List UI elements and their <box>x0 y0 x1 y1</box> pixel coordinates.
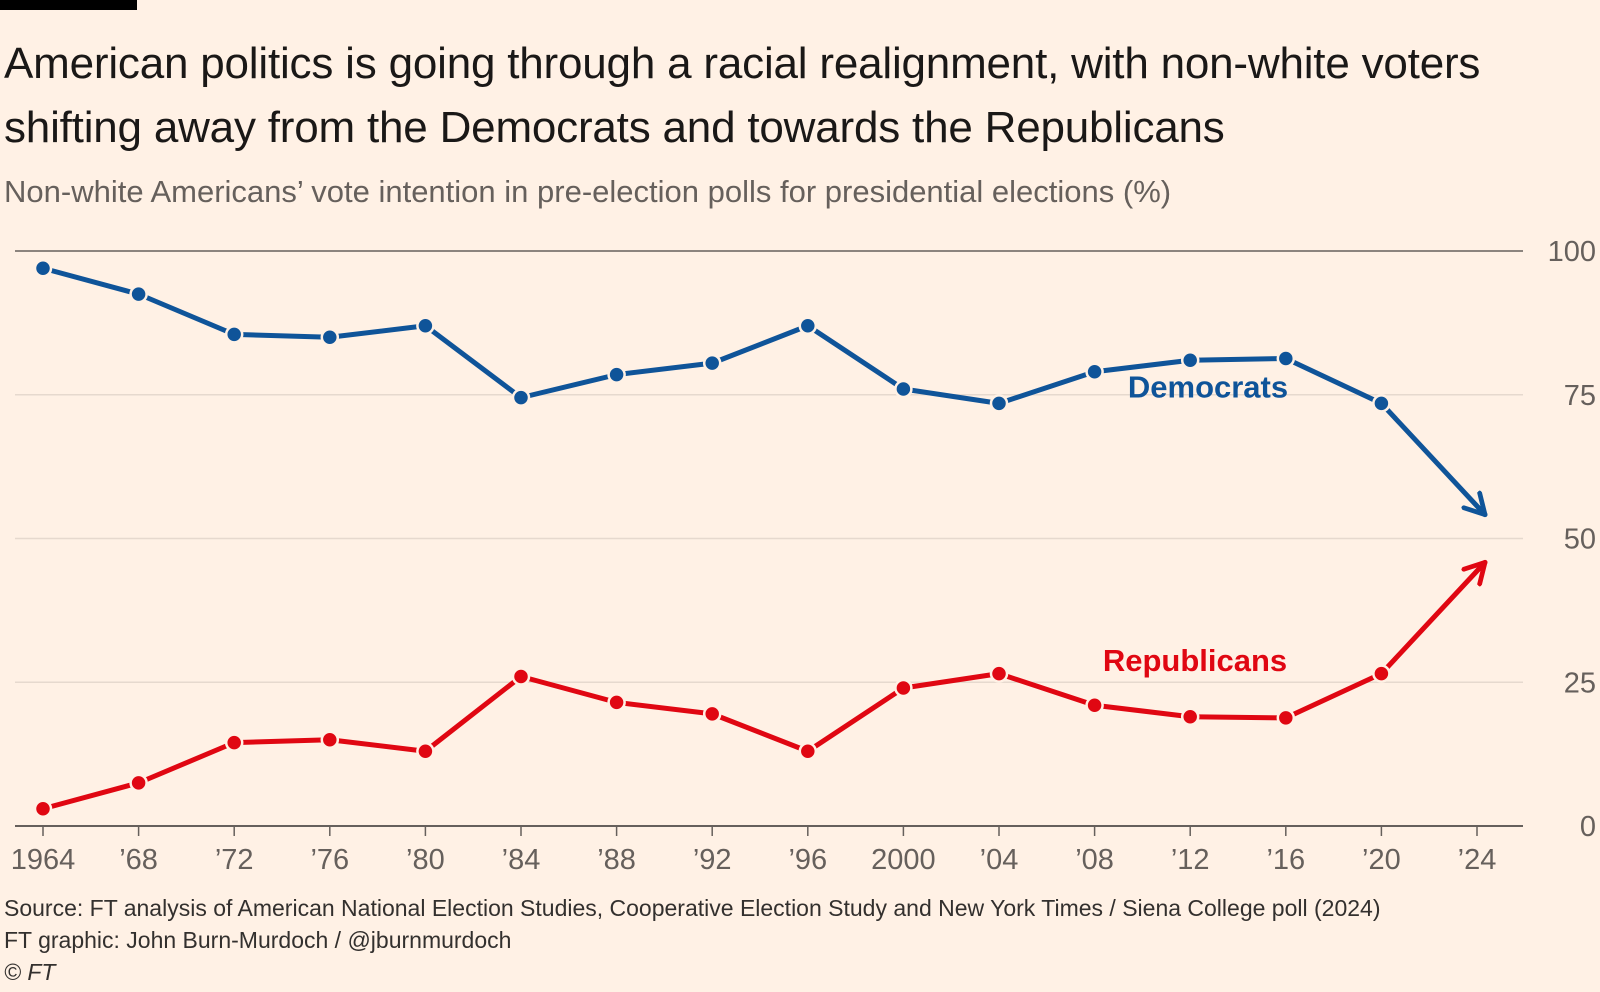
gridlines <box>15 250 1523 827</box>
data-point <box>798 742 818 761</box>
x-tick-label: ’20 <box>1362 844 1401 876</box>
data-point <box>1372 394 1391 413</box>
x-tick-label: ’68 <box>119 844 158 876</box>
series-label: Republicans <box>1103 643 1287 678</box>
series-line <box>40 671 1384 812</box>
x-tick-label: ’76 <box>310 844 349 876</box>
x-tick-label: ’88 <box>597 844 636 876</box>
data-point <box>702 353 722 373</box>
copyright: © FT <box>4 959 56 985</box>
data-point <box>511 667 531 686</box>
data-point <box>511 388 531 407</box>
series-lines <box>33 259 1488 818</box>
y-tick-label: 75 <box>1564 380 1596 412</box>
line-chart: 0 25 50 75 100 1964 ’68 ’72 ’76 ’80 ’84 ’88 ’92 ’96 20… <box>11 236 1596 876</box>
data-point <box>1085 362 1104 381</box>
y-tick-label: 0 <box>1580 811 1596 843</box>
series-label: Democrats <box>1128 370 1288 405</box>
data-point <box>798 316 818 335</box>
x-tick-label: ’04 <box>980 844 1019 876</box>
data-point <box>320 328 340 347</box>
x-tick-label: ’72 <box>215 844 254 876</box>
x-tick-label: ’92 <box>693 844 732 876</box>
x-tick-label: ’80 <box>406 844 445 876</box>
data-point <box>702 704 722 724</box>
data-point <box>1180 351 1200 370</box>
y-tick-label: 25 <box>1564 667 1596 699</box>
x-tick-label: ’84 <box>502 844 541 876</box>
data-point <box>1276 349 1296 368</box>
data-point <box>416 316 435 335</box>
series-labels: Democrats Republicans <box>1103 370 1288 678</box>
x-tick-label: ’16 <box>1266 844 1305 876</box>
data-point <box>129 284 148 304</box>
data-point <box>989 394 1009 413</box>
data-point <box>320 730 340 749</box>
x-tick-label: 2000 <box>871 844 936 876</box>
x-tick-label: ’08 <box>1075 844 1114 876</box>
chart-title: American politics is going through a rac… <box>4 39 1481 152</box>
chart-footer: Source: FT analysis of American National… <box>4 892 1584 988</box>
data-point <box>33 799 53 818</box>
data-point <box>1180 707 1200 726</box>
data-point <box>607 693 626 712</box>
source-note: Source: FT analysis of American National… <box>4 895 1381 921</box>
x-tick-label: ’96 <box>788 844 827 876</box>
data-point <box>129 773 148 793</box>
graphic-credit: FT graphic: John Burn-Murdoch / @jburnmu… <box>4 927 512 953</box>
ft-brand-bar <box>0 0 137 10</box>
data-point <box>894 379 913 399</box>
axis-labels: 0 25 50 75 100 1964 ’68 ’72 ’76 ’80 ’84 ’88 ’92 ’96 20… <box>11 236 1596 876</box>
x-tick-label: ’24 <box>1458 844 1497 876</box>
data-point <box>224 325 244 344</box>
x-tick-label: ’12 <box>1171 844 1210 876</box>
series-arrow <box>1378 559 1488 677</box>
data-point <box>33 259 53 278</box>
x-tick-label: 1964 <box>11 844 76 876</box>
y-tick-label: 100 <box>1548 236 1596 268</box>
chart-subtitle: Non-white Americans’ vote intention in p… <box>4 174 1172 209</box>
data-point <box>989 664 1009 683</box>
data-point <box>224 733 244 752</box>
data-point <box>1085 696 1104 715</box>
data-point <box>607 365 626 384</box>
data-point <box>1276 708 1296 728</box>
data-point <box>894 678 913 698</box>
data-point <box>1372 664 1391 683</box>
data-point <box>416 742 435 761</box>
series-arrow <box>1378 400 1488 518</box>
y-tick-label: 50 <box>1564 524 1596 556</box>
